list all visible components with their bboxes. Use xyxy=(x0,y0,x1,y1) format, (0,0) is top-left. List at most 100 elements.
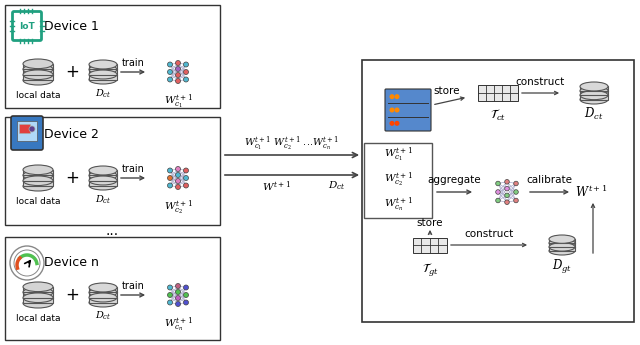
Text: Device n: Device n xyxy=(44,256,99,269)
Ellipse shape xyxy=(89,283,117,292)
Circle shape xyxy=(395,108,399,112)
Ellipse shape xyxy=(89,65,117,74)
Text: $W^{t+1}_{c_1}$: $W^{t+1}_{c_1}$ xyxy=(164,93,193,111)
Text: $D_{ct}$: $D_{ct}$ xyxy=(95,310,111,323)
Circle shape xyxy=(505,179,509,184)
Circle shape xyxy=(184,168,189,173)
Text: $W^{t+1}$: $W^{t+1}$ xyxy=(575,184,607,200)
Ellipse shape xyxy=(549,239,575,247)
Circle shape xyxy=(168,69,173,75)
Circle shape xyxy=(168,285,173,290)
Bar xyxy=(89,170,117,186)
Text: $D_{ct}$: $D_{ct}$ xyxy=(95,193,111,206)
Text: $D_{ct}$: $D_{ct}$ xyxy=(584,106,604,122)
FancyBboxPatch shape xyxy=(19,125,31,134)
Bar xyxy=(23,287,53,303)
Circle shape xyxy=(505,200,509,205)
Ellipse shape xyxy=(89,293,117,302)
Ellipse shape xyxy=(23,59,53,69)
FancyBboxPatch shape xyxy=(13,11,42,40)
Bar xyxy=(5,5,220,108)
Circle shape xyxy=(184,62,189,67)
Bar xyxy=(580,87,608,99)
Text: local data: local data xyxy=(16,91,60,100)
Circle shape xyxy=(390,121,394,125)
Circle shape xyxy=(496,198,500,203)
Circle shape xyxy=(10,246,44,280)
Text: $D_{ct}$: $D_{ct}$ xyxy=(95,87,111,99)
Ellipse shape xyxy=(89,176,117,185)
Bar xyxy=(5,117,220,225)
Ellipse shape xyxy=(23,76,53,85)
Bar xyxy=(478,85,518,101)
Circle shape xyxy=(168,168,173,173)
Text: +: + xyxy=(65,286,79,304)
Text: $W^{t+1}_{c_n}$: $W^{t+1}_{c_n}$ xyxy=(383,196,412,214)
Ellipse shape xyxy=(549,243,575,251)
Text: train: train xyxy=(122,164,145,174)
Circle shape xyxy=(168,293,173,297)
Ellipse shape xyxy=(89,75,117,84)
Circle shape xyxy=(514,198,518,203)
Circle shape xyxy=(175,296,180,300)
Ellipse shape xyxy=(89,166,117,175)
Text: $W^{t+1}_{c_1}$ $W^{t+1}_{c_2}$ ...$W^{t+1}_{c_n}$: $W^{t+1}_{c_1}$ $W^{t+1}_{c_2}$ ...$W^{t… xyxy=(244,135,340,153)
Circle shape xyxy=(168,62,173,67)
Text: $D_{gt}$: $D_{gt}$ xyxy=(552,258,572,276)
Circle shape xyxy=(514,181,518,186)
Text: Device 2: Device 2 xyxy=(44,128,99,140)
Ellipse shape xyxy=(89,298,117,307)
Ellipse shape xyxy=(89,70,117,79)
Bar xyxy=(23,170,53,186)
Circle shape xyxy=(29,126,35,132)
Circle shape xyxy=(390,95,394,98)
Bar xyxy=(413,237,447,253)
Ellipse shape xyxy=(89,60,117,69)
Circle shape xyxy=(184,300,189,305)
Bar xyxy=(5,237,220,340)
Ellipse shape xyxy=(89,181,117,190)
Text: ...: ... xyxy=(106,224,119,238)
Text: $W^{t+1}$: $W^{t+1}$ xyxy=(262,179,291,194)
Bar xyxy=(89,65,117,79)
Circle shape xyxy=(390,108,394,112)
Ellipse shape xyxy=(23,298,53,308)
Ellipse shape xyxy=(549,235,575,243)
Circle shape xyxy=(175,178,180,184)
Circle shape xyxy=(184,293,189,297)
Ellipse shape xyxy=(23,65,53,74)
Bar xyxy=(17,121,37,141)
Circle shape xyxy=(168,77,173,82)
Circle shape xyxy=(175,67,180,71)
Circle shape xyxy=(184,176,189,180)
Ellipse shape xyxy=(580,82,608,91)
FancyBboxPatch shape xyxy=(11,116,43,150)
Text: calibrate: calibrate xyxy=(526,175,572,185)
Text: train: train xyxy=(122,281,145,291)
Circle shape xyxy=(184,183,189,188)
Text: $W^{t+1}_{c_n}$: $W^{t+1}_{c_n}$ xyxy=(164,316,193,334)
Ellipse shape xyxy=(23,287,53,297)
Ellipse shape xyxy=(580,95,608,104)
Circle shape xyxy=(168,176,173,180)
Circle shape xyxy=(184,69,189,75)
Ellipse shape xyxy=(23,165,53,175)
Circle shape xyxy=(184,77,189,82)
Ellipse shape xyxy=(89,288,117,297)
Text: IoT: IoT xyxy=(19,21,35,30)
Circle shape xyxy=(168,300,173,305)
Text: store: store xyxy=(417,218,444,228)
Circle shape xyxy=(175,60,180,66)
Bar xyxy=(364,143,432,218)
Circle shape xyxy=(395,95,399,98)
Circle shape xyxy=(175,284,180,288)
Text: +: + xyxy=(65,63,79,81)
Text: $W^{t+1}_{c_2}$: $W^{t+1}_{c_2}$ xyxy=(383,171,412,189)
Text: construct: construct xyxy=(465,229,514,239)
Circle shape xyxy=(184,285,189,290)
Circle shape xyxy=(514,190,518,194)
Bar xyxy=(362,60,634,322)
Text: aggregate: aggregate xyxy=(427,175,481,185)
Text: local data: local data xyxy=(16,197,60,206)
Text: construct: construct xyxy=(515,77,564,87)
